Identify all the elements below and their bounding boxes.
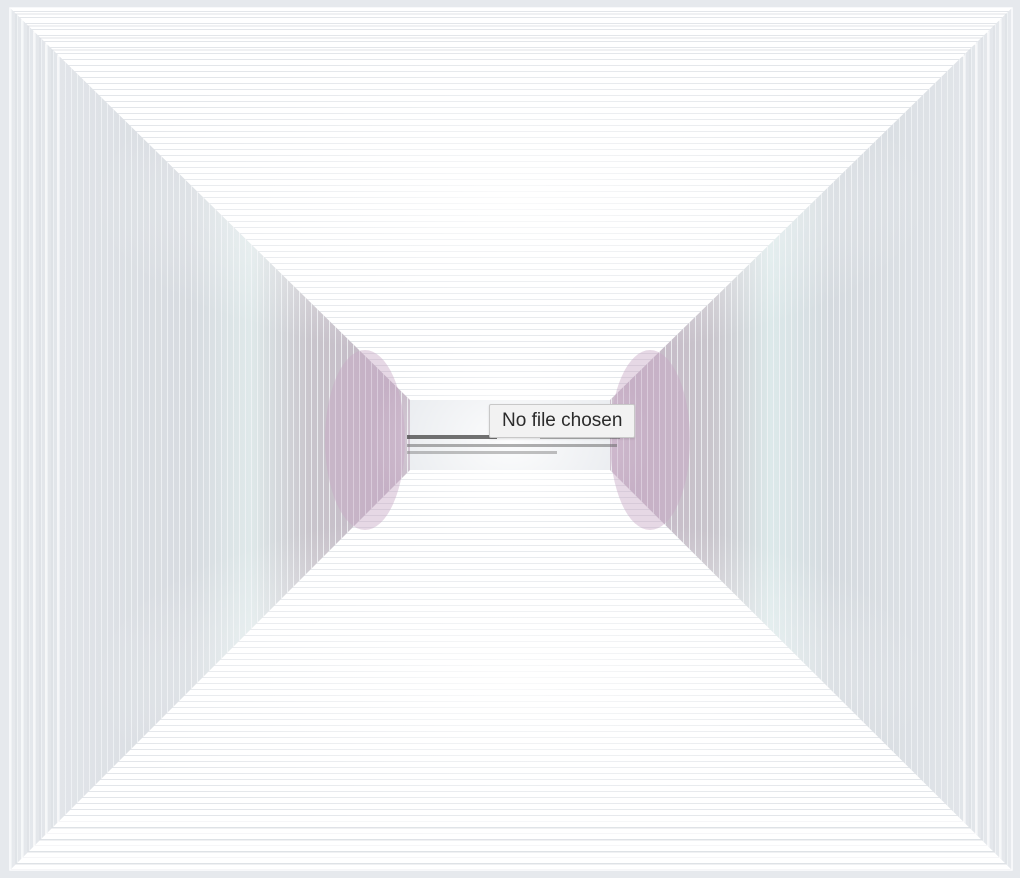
file-input-status-tooltip: No file chosen — [489, 404, 636, 438]
